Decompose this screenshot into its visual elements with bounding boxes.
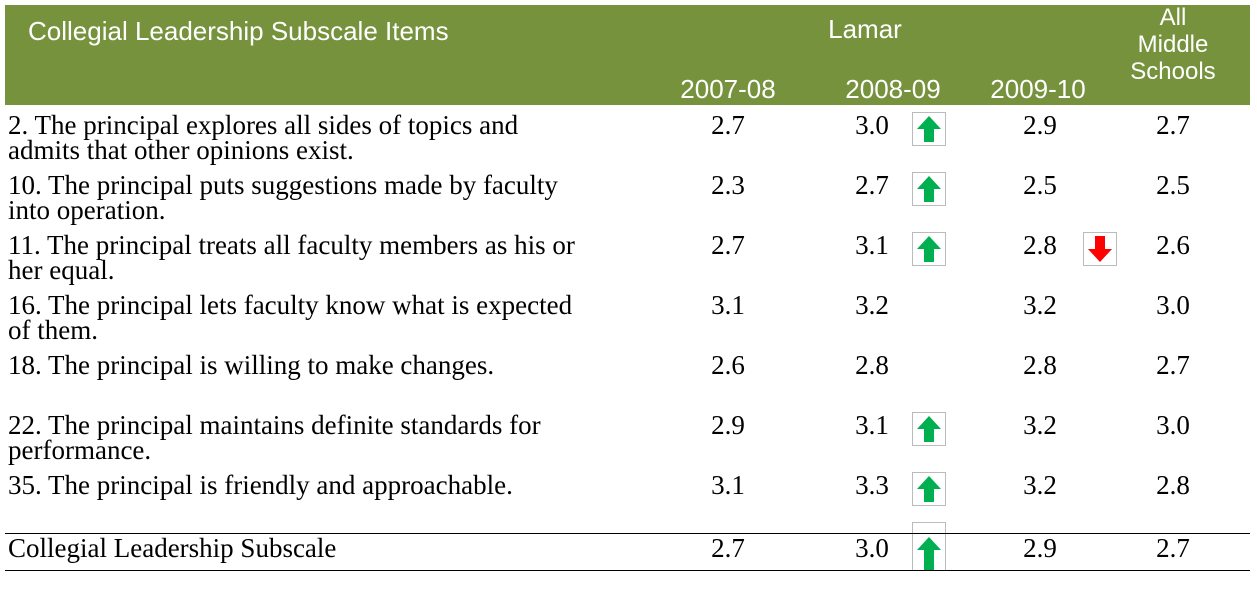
row-value: 2.9 <box>711 410 745 440</box>
up-arrow <box>912 172 946 206</box>
arrow-icon <box>917 236 941 262</box>
row-item: 22. The principal maintains definite sta… <box>8 410 541 465</box>
summary-value: 2.7 <box>1156 533 1190 563</box>
row-value: 2.5 <box>1156 170 1190 200</box>
arrow-icon <box>1088 236 1112 262</box>
row-value: 3.2 <box>1023 290 1057 320</box>
row-value: 2.8 <box>1023 230 1057 260</box>
arrow-icon <box>917 416 941 442</box>
row-item: 35. The principal is friendly and approa… <box>8 470 513 500</box>
down-arrow <box>1083 232 1117 266</box>
row-value: 3.2 <box>1023 470 1057 500</box>
rule <box>5 533 1250 534</box>
row-value: 2.6 <box>1156 230 1190 260</box>
row-item: 10. The principal puts suggestions made … <box>8 170 558 225</box>
row-value: 2.8 <box>855 350 889 380</box>
up-arrow <box>912 412 946 446</box>
summary-value: 3.0 <box>855 533 889 563</box>
row-value: 2.8 <box>1023 350 1057 380</box>
rule <box>5 570 1250 571</box>
header-group: Lamar <box>828 14 902 44</box>
summary-item: Collegial Leadership Subscale <box>8 533 337 563</box>
header-year: 2008-09 <box>845 74 941 104</box>
header-year: 2009-10 <box>990 74 1086 104</box>
row-value: 2.7 <box>1156 110 1190 140</box>
summary-value: 2.9 <box>1023 533 1057 563</box>
row-value: 2.7 <box>711 230 745 260</box>
row-item: 18. The principal is willing to make cha… <box>8 350 495 380</box>
arrow-icon <box>917 116 941 142</box>
row-value: 3.0 <box>1156 410 1190 440</box>
row-value: 2.5 <box>1023 170 1057 200</box>
row-value: 3.1 <box>711 290 745 320</box>
row-item: 11. The principal treats all faculty mem… <box>8 230 575 285</box>
row-value: 2.7 <box>1156 350 1190 380</box>
row-item: 2. The principal explores all sides of t… <box>8 110 519 165</box>
up-arrow <box>912 232 946 266</box>
arrow-icon <box>917 537 941 570</box>
arrow-icon <box>917 476 941 502</box>
header-year: 2007-08 <box>680 74 776 104</box>
up-arrow <box>912 112 946 146</box>
row-value: 2.3 <box>711 170 745 200</box>
row-value: 3.1 <box>855 230 889 260</box>
header-title: Collegial Leadership Subscale Items <box>28 16 449 46</box>
row-value: 2.9 <box>1023 110 1057 140</box>
row-value: 2.7 <box>855 170 889 200</box>
row-value: 3.1 <box>855 410 889 440</box>
header-all: All Middle Schools <box>1130 4 1216 85</box>
row-value: 3.0 <box>855 110 889 140</box>
row-item: 16. The principal lets faculty know what… <box>8 290 573 345</box>
arrow-icon <box>917 176 941 202</box>
summary-arrow <box>912 522 946 570</box>
row-value: 2.7 <box>711 110 745 140</box>
row-value: 3.2 <box>1023 410 1057 440</box>
row-value: 2.6 <box>711 350 745 380</box>
row-value: 3.3 <box>855 470 889 500</box>
header-band <box>5 5 1250 105</box>
row-value: 3.2 <box>855 290 889 320</box>
up-arrow <box>912 472 946 506</box>
row-value: 3.1 <box>711 470 745 500</box>
row-value: 3.0 <box>1156 290 1190 320</box>
summary-value: 2.7 <box>711 533 745 563</box>
row-value: 2.8 <box>1156 470 1190 500</box>
